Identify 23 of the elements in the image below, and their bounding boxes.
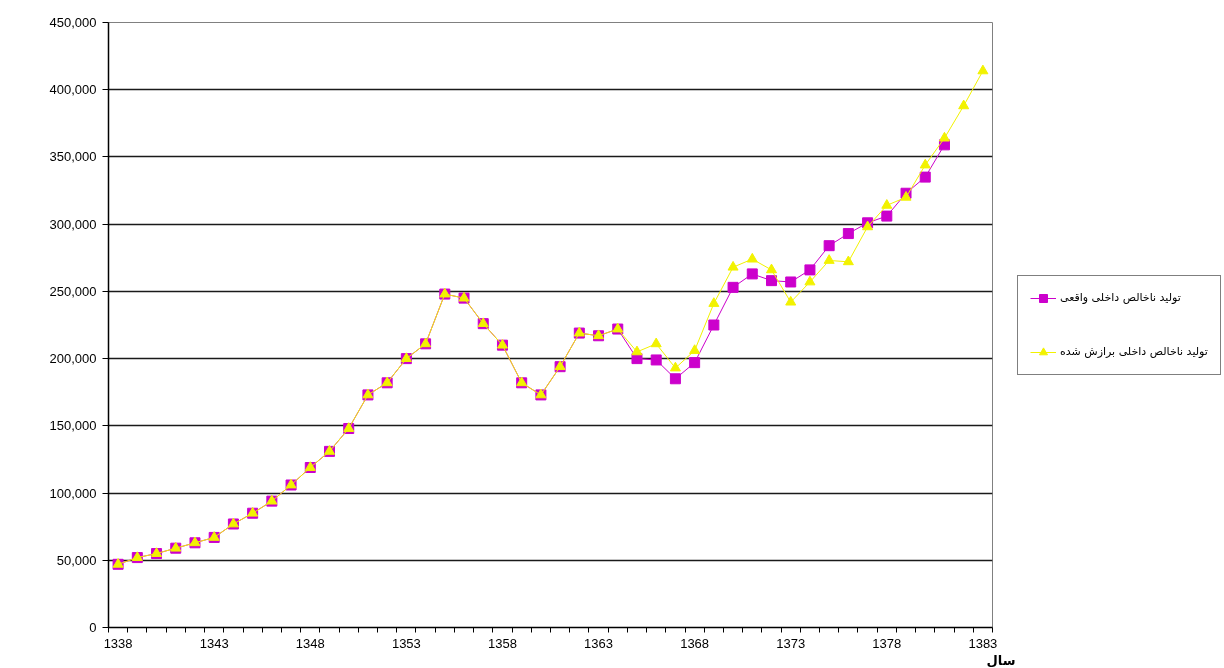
x-tick-label: 1353 <box>391 635 421 651</box>
x-tick-label: 1363 <box>584 635 614 651</box>
x-tick-label: 1373 <box>776 635 806 651</box>
x-tick-label: 1343 <box>199 635 229 651</box>
legend-label: تولید ناخالص داخلی واقعی <box>1060 291 1181 304</box>
y-tick-label: 250,000 <box>49 283 97 299</box>
y-tick-label: 150,000 <box>49 418 97 434</box>
x-tick-label: 1358 <box>488 635 517 651</box>
x-tick-label: 1338 <box>103 635 133 651</box>
x-tick-label: 1383 <box>968 635 998 651</box>
x-axis-title: سال <box>986 652 1016 668</box>
y-tick-label: 350,000 <box>49 149 97 165</box>
legend-label: تولید ناخالص داخلی برازش شده <box>1060 345 1208 358</box>
y-tick-label: 400,000 <box>49 82 97 98</box>
y-tick-label: 450,000 <box>49 15 97 30</box>
y-tick-label: 300,000 <box>49 216 97 232</box>
y-tick-label: 100,000 <box>49 485 97 501</box>
y-tick-label: 200,000 <box>49 351 97 367</box>
y-tick-label: 50,000 <box>56 552 97 568</box>
x-tick-label: 1368 <box>680 635 710 651</box>
x-tick-label: 1348 <box>295 635 325 651</box>
y-tick-label: 0 <box>89 620 97 635</box>
x-tick-label: 1378 <box>872 635 902 651</box>
